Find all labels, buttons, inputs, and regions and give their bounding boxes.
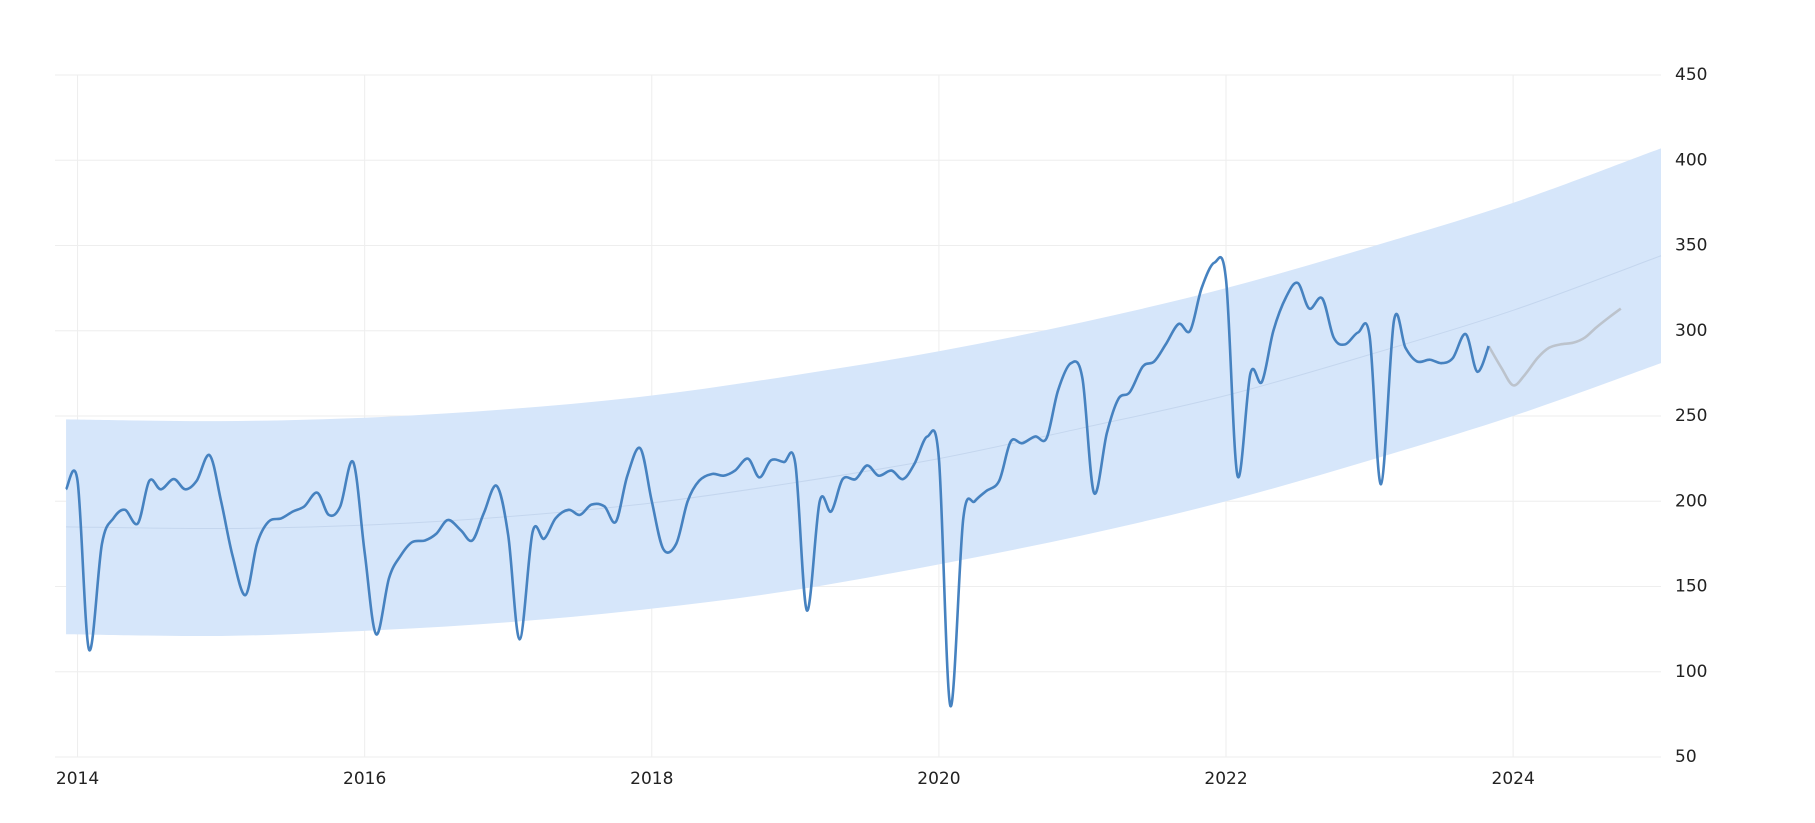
forecast-band [66,148,1661,637]
y-tick-label: 400 [1675,150,1707,170]
y-tick-label: 250 [1675,406,1707,426]
x-tick-label: 2016 [343,769,386,789]
x-tick-label: 2022 [1204,769,1247,789]
trend-line [66,255,1662,530]
y-tick-label: 300 [1675,321,1707,341]
x-tick-label: 2014 [56,769,99,789]
x-tick-label: 2018 [630,769,673,789]
y-tick-label: 200 [1675,491,1707,511]
x-tick-label: 2020 [917,769,960,789]
data-line [64,255,1490,708]
data-line [1487,307,1622,387]
y-tick-label: 150 [1675,577,1707,597]
y-tick-label: 50 [1675,747,1697,767]
x-tick-label: 2024 [1492,769,1535,789]
y-tick-label: 350 [1675,236,1707,256]
y-tick-label: 100 [1675,662,1707,682]
y-tick-label: 450 [1675,65,1707,85]
